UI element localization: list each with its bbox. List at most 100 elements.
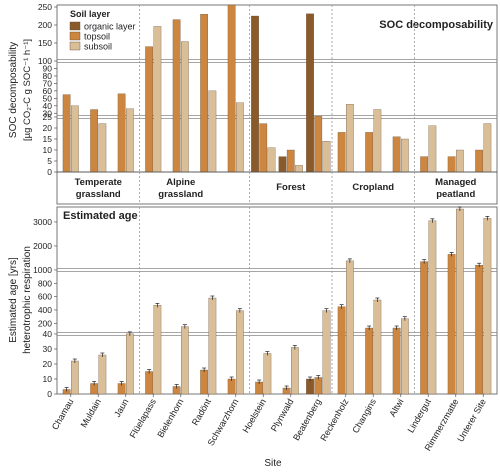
- group-label: Cropland: [352, 182, 394, 193]
- bar-topsoil: [200, 14, 208, 173]
- bar-topsoil: [200, 369, 208, 395]
- y-tick-label: 100: [38, 56, 52, 66]
- bar-organic-layer: [251, 15, 259, 173]
- y-tick-label: 20: [43, 123, 53, 133]
- bar-subsoil: [455, 208, 464, 395]
- bar-topsoil: [420, 261, 429, 395]
- y-tick-label: 15: [43, 134, 53, 144]
- x-tick-label: Muldain: [79, 397, 103, 429]
- bar-topsoil: [447, 156, 456, 173]
- bar-topsoil: [227, 378, 236, 395]
- bar-topsoil: [337, 132, 346, 173]
- bar-topsoil: [475, 149, 484, 173]
- y-tick-label: 60: [43, 86, 53, 96]
- y-tick-label: 800: [38, 278, 52, 288]
- y-tick-label: 40: [43, 101, 53, 111]
- bar-subsoil: [263, 353, 272, 395]
- bar-subsoil: [483, 218, 492, 395]
- bar-subsoil: [126, 108, 134, 173]
- bar-topsoil: [392, 136, 401, 173]
- y-tick-label: 30: [43, 344, 53, 354]
- bar-topsoil: [145, 46, 153, 173]
- group-label-strip: [56, 171, 498, 205]
- bar-subsoil: [235, 310, 244, 395]
- bar-topsoil: [145, 371, 153, 395]
- bar-topsoil: [286, 149, 295, 173]
- x-tick-label: Lindergut: [406, 397, 434, 435]
- group-label: Forest: [276, 182, 306, 193]
- bar-topsoil: [314, 377, 323, 395]
- y-tick-label: 50: [43, 93, 53, 103]
- bar-subsoil: [98, 123, 107, 173]
- top-ylabel-units: [µg CO₂-C g SOC⁻¹ h⁻¹]: [22, 39, 33, 141]
- x-tick-label: Changins: [350, 397, 378, 435]
- bottom-panel-title: Estimated age: [63, 210, 138, 222]
- bar-topsoil: [90, 109, 98, 173]
- y-tick-label: 0: [47, 167, 52, 177]
- x-tick-label: Bielenhorn: [155, 397, 185, 439]
- y-tick-label: 5: [47, 156, 52, 166]
- bar-organic-layer: [278, 156, 287, 173]
- top-ylabel: SOC decomposability: [8, 42, 19, 138]
- bar-subsoil: [71, 360, 79, 395]
- y-tick-label: 10: [43, 145, 53, 155]
- x-tick-label: Beatenberg: [291, 397, 323, 442]
- bar-subsoil: [483, 123, 492, 173]
- y-tick-label: 3000: [33, 217, 52, 227]
- group-label: peatland: [436, 189, 475, 200]
- bar-subsoil: [400, 318, 409, 395]
- bar-subsoil: [373, 109, 382, 173]
- bar-subsoil: [267, 147, 276, 173]
- bar-subsoil: [345, 104, 354, 173]
- bar-subsoil: [295, 165, 303, 173]
- bar-organic-layer: [306, 378, 314, 395]
- bar-subsoil: [208, 297, 217, 395]
- bar-topsoil: [259, 123, 268, 173]
- x-tick-label: Plynwald: [269, 397, 296, 433]
- bar-subsoil: [322, 141, 331, 173]
- y-tick-label: 400: [38, 305, 52, 315]
- group-label: grassland: [158, 189, 203, 200]
- bar-subsoil: [400, 138, 409, 173]
- bar-subsoil: [98, 354, 107, 395]
- y-tick-label: 80: [43, 71, 53, 81]
- x-tick-label: Radönt: [190, 397, 213, 428]
- bar-subsoil: [345, 260, 354, 395]
- y-tick-label: 20: [43, 359, 53, 369]
- top-panel-title: SOC decomposability: [379, 19, 494, 31]
- bar-subsoil: [208, 90, 217, 173]
- bar-subsoil: [455, 149, 464, 173]
- bar-subsoil: [180, 41, 189, 173]
- bar-subsoil: [428, 220, 437, 395]
- y-tick-label: 25: [43, 112, 53, 122]
- bar-subsoil: [373, 299, 382, 395]
- legend-swatch: [69, 41, 81, 51]
- x-tick-label: Jaun: [112, 397, 130, 419]
- bar-topsoil: [227, 4, 236, 173]
- bar-subsoil: [180, 326, 189, 395]
- bar-topsoil: [392, 327, 401, 395]
- bar-topsoil: [365, 132, 374, 173]
- bar-topsoil: [420, 156, 429, 173]
- group-label: Temperate: [75, 177, 122, 188]
- legend-label: subsoil: [84, 42, 112, 52]
- group-label: Alpine: [166, 177, 195, 188]
- bar-subsoil: [322, 310, 331, 395]
- legend-label: topsoil: [84, 32, 110, 42]
- y-tick-label: 200: [38, 20, 52, 30]
- bar-subsoil: [290, 347, 299, 395]
- x-axis-label: Site: [264, 458, 282, 469]
- group-label: grassland: [76, 189, 121, 200]
- group-label: Managed: [435, 177, 476, 188]
- y-tick-label: 90: [43, 63, 53, 73]
- plot-frame: [56, 206, 498, 395]
- bar-topsoil: [62, 94, 71, 173]
- bar-topsoil: [117, 93, 126, 173]
- y-tick-label: 40: [43, 329, 53, 339]
- bar-topsoil: [447, 254, 456, 395]
- y-tick-label: 30: [43, 108, 53, 118]
- bar-topsoil: [365, 327, 374, 395]
- bar-organic-layer: [306, 13, 314, 173]
- bar-subsoil: [235, 102, 244, 173]
